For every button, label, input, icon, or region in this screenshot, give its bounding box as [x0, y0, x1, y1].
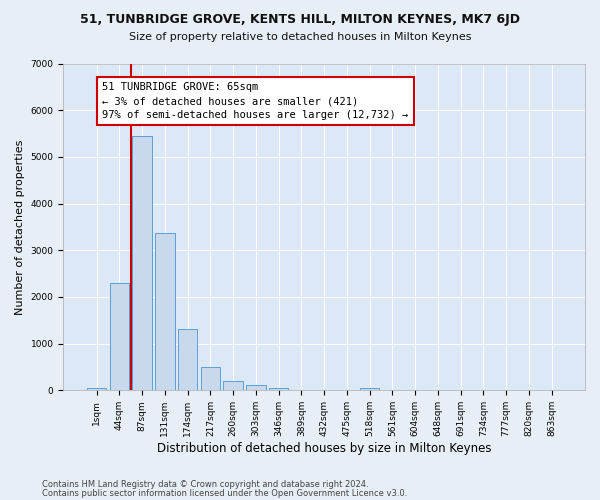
- Text: 51 TUNBRIDGE GROVE: 65sqm
← 3% of detached houses are smaller (421)
97% of semi-: 51 TUNBRIDGE GROVE: 65sqm ← 3% of detach…: [103, 82, 409, 120]
- Text: Contains public sector information licensed under the Open Government Licence v3: Contains public sector information licen…: [42, 488, 407, 498]
- Bar: [87, 388, 106, 390]
- X-axis label: Distribution of detached houses by size in Milton Keynes: Distribution of detached houses by size …: [157, 442, 491, 455]
- Bar: [246, 386, 266, 390]
- Text: Contains HM Land Registry data © Crown copyright and database right 2024.: Contains HM Land Registry data © Crown c…: [42, 480, 368, 489]
- Y-axis label: Number of detached properties: Number of detached properties: [15, 139, 25, 314]
- Bar: [155, 232, 175, 390]
- Bar: [201, 368, 220, 390]
- Text: Size of property relative to detached houses in Milton Keynes: Size of property relative to detached ho…: [129, 32, 471, 42]
- Bar: [223, 382, 243, 390]
- Bar: [178, 329, 197, 390]
- Text: 51, TUNBRIDGE GROVE, KENTS HILL, MILTON KEYNES, MK7 6JD: 51, TUNBRIDGE GROVE, KENTS HILL, MILTON …: [80, 12, 520, 26]
- Bar: [133, 136, 152, 390]
- Bar: [269, 388, 289, 390]
- Bar: [110, 283, 129, 391]
- Bar: [360, 388, 379, 390]
